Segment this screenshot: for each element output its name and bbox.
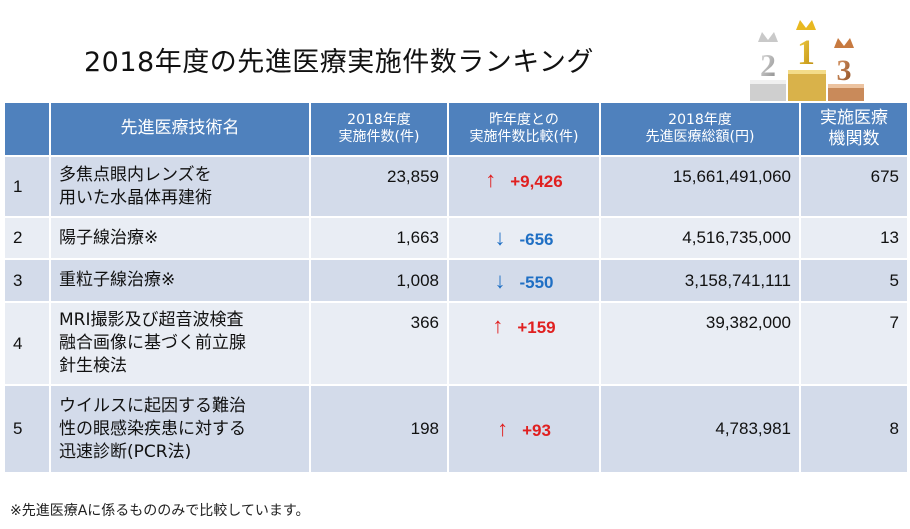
cases-count: 1,008 [309,258,449,303]
arrow-down-icon: ↓ [494,225,506,250]
rank-number: 4 [3,301,51,386]
total-cost: 3,158,741,111 [599,258,801,303]
header-institutions: 実施医療 機関数 [799,101,909,157]
compare-value: ↓ -550 [447,258,601,303]
table-header-row: 先進医療技術名 2018年度 実施件数(件) 昨年度との 実施件数比較(件) 201… [3,101,909,157]
podium-third-digit: 3 [837,54,852,87]
header-total-cost: 2018年度 先進医療総額(円) [599,101,801,157]
institution-count: 5 [799,258,909,303]
header-cases: 2018年度 実施件数(件) [309,101,449,157]
rank-number: 2 [3,216,51,260]
tech-name: 多焦点眼内レンズを 用いた水晶体再建術 [49,155,311,218]
total-cost: 15,661,491,060 [599,155,801,218]
podium-second-digit: 2 [760,47,776,83]
compare-value: ↑ +93 [447,384,601,474]
institution-count: 675 [799,155,909,218]
cases-count: 23,859 [309,155,449,218]
page-title: 2018年度の先進医療実施件数ランキング [84,47,594,78]
tech-name: ウイルスに起因する難治 性の眼感染疾患に対する 迅速診断(PCR法) [49,384,311,474]
rank-number: 3 [3,258,51,303]
cases-count: 198 [309,384,449,474]
arrow-up-icon: ↑ [497,416,509,441]
tech-name: 陽子線治療※ [49,216,311,260]
ranking-table: 先進医療技術名 2018年度 実施件数(件) 昨年度との 実施件数比較(件) 201… [3,101,909,474]
compare-value: ↑ +159 [447,301,601,386]
institution-count: 7 [799,301,909,386]
podium-first-digit: 1 [797,32,815,72]
table-row: 1 多焦点眼内レンズを 用いた水晶体再建術 23,859 ↑ +9,426 15,6… [3,155,909,218]
table-row: 2 陽子線治療※ 1,663 ↓ -656 4,516,735,000 13 [3,216,909,260]
header-compare: 昨年度との 実施件数比較(件) [447,101,601,157]
institution-count: 8 [799,384,909,474]
total-cost: 4,516,735,000 [599,216,801,260]
compare-value: ↓ -656 [447,216,601,260]
tech-name: 重粒子線治療※ [49,258,311,303]
tech-name: MRI撮影及び超音波検査 融合画像に基づく前立腺 針生検法 [49,301,311,386]
table-row: 3 重粒子線治療※ 1,008 ↓ -550 3,158,741,111 5 [3,258,909,303]
header-tech-name: 先進医療技術名 [49,101,311,157]
cases-count: 366 [309,301,449,386]
table-row: 5 ウイルスに起因する難治 性の眼感染疾患に対する 迅速診断(PCR法) 198 ↑… [3,384,909,474]
footnote: ※先進医療Aに係るもののみで比較しています。 [10,503,310,519]
cases-count: 1,663 [309,216,449,260]
compare-value: ↑ +9,426 [447,155,601,218]
total-cost: 39,382,000 [599,301,801,386]
institution-count: 13 [799,216,909,260]
total-cost: 4,783,981 [599,384,801,474]
rank-number: 1 [3,155,51,218]
arrow-up-icon: ↑ [485,167,497,192]
arrow-up-icon: ↑ [492,313,504,338]
rank-number: 5 [3,384,51,474]
arrow-down-icon: ↓ [494,267,506,293]
table-row: 4 MRI撮影及び超音波検査 融合画像に基づく前立腺 針生検法 366 ↑ +159 … [3,301,909,386]
podium-trophy-icon: 2 1 3 [750,20,864,104]
header-rank [3,101,51,157]
